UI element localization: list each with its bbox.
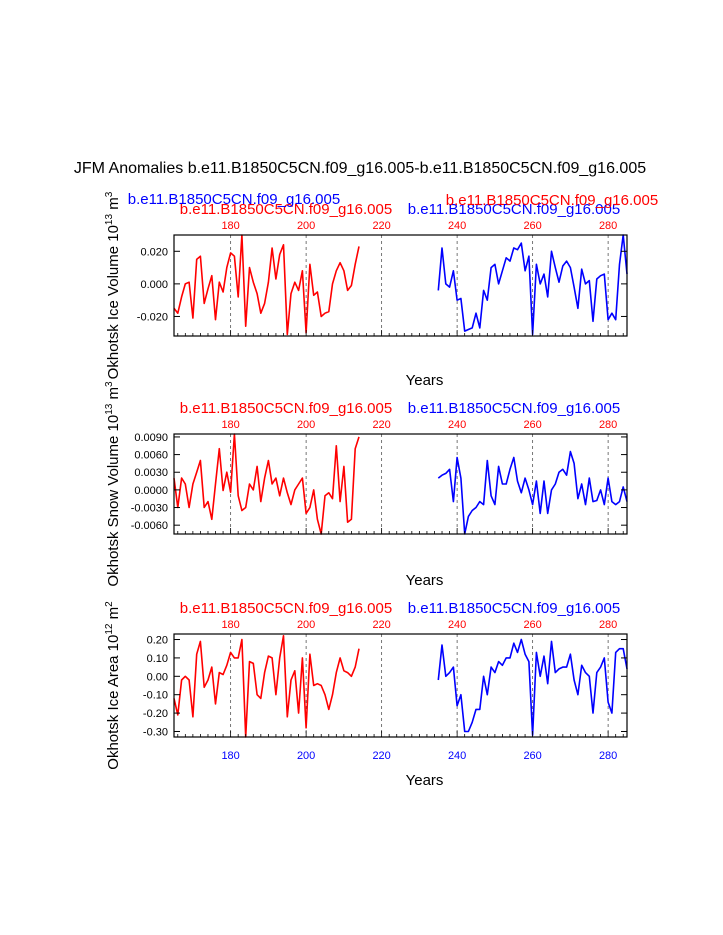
y-axis-title-part: m xyxy=(105,387,122,404)
x-tick-label-bottom: 180 xyxy=(221,750,239,762)
series-name-red: b.e11.B1850C5CN.f09_g16.005 xyxy=(180,600,392,617)
y-axis-title-part: 3 xyxy=(104,191,115,197)
series-name-red: b.e11.B1850C5CN.f09_g16.005 xyxy=(180,400,392,417)
series-name-red: b.e11.B1850C5CN.f09_g16.005 xyxy=(180,201,392,218)
y-tick-label: 0.0000 xyxy=(134,485,168,497)
y-tick-label: 0.0090 xyxy=(134,432,168,444)
series-name-blue: b.e11.B1850C5CN.f09_g16.005 xyxy=(408,400,620,417)
y-axis-title-part: 13 xyxy=(104,403,115,415)
x-tick-label-bottom: 240 xyxy=(448,750,466,762)
panels: -0.020 0.000 0.020 180 200 220 240 260 280 b.e11.… xyxy=(104,191,658,789)
y-axis-title-part: m xyxy=(105,197,122,214)
y-axis-title-part: Okhotsk Ice Area 10 xyxy=(105,635,122,770)
x-tick-label-bottom: 200 xyxy=(297,750,315,762)
plot-frame xyxy=(173,633,628,738)
chart-panel-2: -0.0060 -0.0030 0.0000 0.0030 0.0060 0.0090 18… xyxy=(104,381,628,589)
series-line-red xyxy=(173,634,360,738)
x-tick-label-top: 220 xyxy=(372,419,390,431)
x-tick-label-top: 240 xyxy=(448,419,466,431)
series-line-red xyxy=(173,234,360,336)
chart-panel-1: -0.020 0.000 0.020 180 200 220 240 260 280 b.e11.… xyxy=(104,191,628,389)
plot-frame xyxy=(173,234,628,337)
x-tick-label-top: 260 xyxy=(523,619,541,631)
series-name-blue-overlap: b.e11.B1850C5CN.f09_g16.005 xyxy=(128,191,340,208)
x-tick-label-top: 200 xyxy=(297,419,315,431)
x-tick-label-top: 200 xyxy=(297,619,315,631)
x-tick-label-top: 260 xyxy=(523,220,541,232)
y-tick-label: 0.020 xyxy=(140,246,168,258)
y-tick-label: 0.10 xyxy=(147,653,168,665)
x-tick-label-top: 280 xyxy=(599,220,617,232)
y-axis-title-part: m xyxy=(105,607,122,624)
plot-frame xyxy=(173,433,628,535)
y-tick-label: -0.0030 xyxy=(131,503,168,515)
series-name-blue: b.e11.B1850C5CN.f09_g16.005 xyxy=(408,600,620,617)
y-axis-title-part: Okhotsk Snow Volume 10 xyxy=(105,415,122,587)
y-axis-title: Okhotsk Ice Area 1012 m2 xyxy=(104,601,122,770)
x-tick-label-bottom: 280 xyxy=(599,750,617,762)
x-axis-title: Years xyxy=(406,572,444,589)
x-tick-label-top: 280 xyxy=(599,419,617,431)
y-axis-title-part: Okhotsk Ice Volume 10 xyxy=(105,225,122,379)
y-tick-label: 0.00 xyxy=(147,671,168,683)
x-tick-label-top: 220 xyxy=(372,619,390,631)
y-axis-title-part: 12 xyxy=(104,623,115,635)
y-axis-title-part: 2 xyxy=(104,601,115,607)
x-tick-label-top: 240 xyxy=(448,619,466,631)
y-tick-label: -0.020 xyxy=(137,311,168,323)
y-tick-label: 0.0060 xyxy=(134,450,168,462)
y-axis-title-part: 13 xyxy=(104,213,115,225)
chart-panel-3: -0.30 -0.20 -0.10 0.00 0.10 0.20 180 200 220 240 2… xyxy=(104,600,628,789)
x-tick-label-top: 220 xyxy=(372,220,390,232)
x-tick-label-top: 280 xyxy=(599,619,617,631)
x-axis-title: Years xyxy=(406,772,444,789)
x-tick-label-bottom: 260 xyxy=(523,750,541,762)
x-tick-label-top: 180 xyxy=(221,220,239,232)
x-tick-label-top: 180 xyxy=(221,419,239,431)
x-axis-title: Years xyxy=(406,372,444,389)
x-tick-label-top: 200 xyxy=(297,220,315,232)
y-axis-title: Okhotsk Snow Volume 1013 m3 xyxy=(104,381,122,587)
x-tick-label-bottom: 220 xyxy=(372,750,390,762)
series-line-blue xyxy=(437,450,628,535)
x-tick-label-top: 260 xyxy=(523,419,541,431)
x-tick-label-top: 240 xyxy=(448,220,466,232)
y-axis-title-part: 3 xyxy=(104,381,115,387)
series-name-red-overlap: b.e11.B1850C5CN.f09_g16.005 xyxy=(446,192,658,209)
y-tick-label: -0.30 xyxy=(143,726,168,738)
y-tick-label: 0.000 xyxy=(140,279,168,291)
y-tick-label: -0.10 xyxy=(143,690,168,702)
series-name-blue: b.e11.B1850C5CN.f09_g16.005 xyxy=(408,201,620,218)
y-tick-label: 0.20 xyxy=(147,635,168,647)
y-axis-title: Okhotsk Ice Volume 1013 m3 xyxy=(104,191,122,379)
y-tick-label: -0.0060 xyxy=(131,520,168,532)
figure-title: JFM Anomalies b.e11.B1850C5CN.f09_g16.00… xyxy=(74,160,646,177)
y-tick-label: 0.0030 xyxy=(134,467,168,479)
x-tick-label-top: 180 xyxy=(221,619,239,631)
series-line-red xyxy=(173,433,360,535)
y-tick-label: -0.20 xyxy=(143,708,168,720)
